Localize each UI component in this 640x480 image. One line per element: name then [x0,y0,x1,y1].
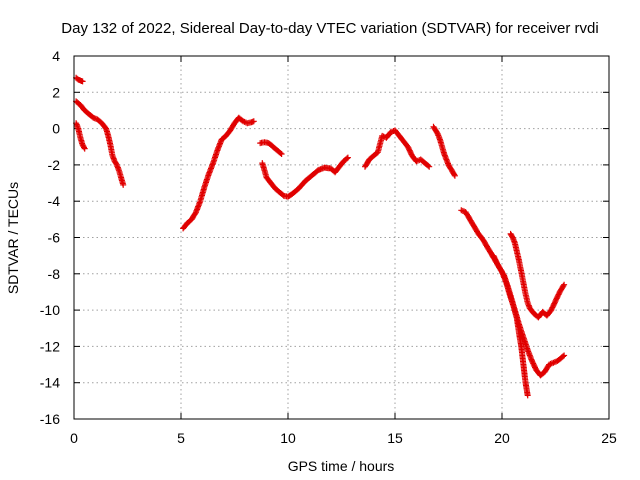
data-segment [257,139,285,157]
x-tick-label: 0 [70,430,78,446]
x-tick-label: 5 [177,430,185,446]
data-point [250,118,257,125]
data-point [278,151,285,157]
y-tick-label: 2 [52,84,60,100]
grid [74,56,609,419]
data-series [73,74,568,399]
x-tick-label: 25 [601,430,617,446]
data-segment [259,154,351,200]
data-point [343,155,350,162]
data-segment [430,123,458,179]
data-point [425,162,432,169]
data-segment [73,74,86,85]
data-point [560,282,567,289]
y-tick-label: -14 [40,375,60,391]
data-point [277,150,284,157]
data-point [561,352,568,359]
data-segment [180,114,257,232]
x-axis-label: GPS time / hours [288,458,395,474]
y-tick-label: -6 [48,230,61,246]
data-point [81,145,88,152]
y-tick-label: -10 [40,302,60,318]
y-tick-label: 0 [52,121,60,137]
data-point [526,352,533,359]
y-tick-label: -2 [48,157,61,173]
plot-frame [73,55,610,420]
data-point [79,78,86,85]
data-segment [73,98,127,188]
x-tick-label: 10 [280,430,296,446]
data-segment [507,230,568,321]
data-point [561,281,568,288]
data-point [90,114,97,121]
data-point [451,172,458,179]
axis-ticks: 0 5 10 15 20 25 -16 -14 -12 -10 -8 -6 -4 -2 0 2 4 [40,48,617,446]
x-tick-label: 20 [494,430,510,446]
data-point [120,181,127,188]
data-point [524,392,531,399]
y-tick-label: -8 [48,266,61,282]
x-tick-label: 15 [387,430,403,446]
data-point [426,163,433,170]
data-segment [73,120,88,152]
data-point [344,154,351,161]
data-point [451,171,458,178]
data-segment [490,252,568,379]
y-tick-label: -4 [48,193,61,209]
y-tick-label: 4 [52,48,60,64]
data-segment [362,127,433,170]
data-segment [458,207,531,399]
data-point [560,353,566,360]
y-axis-label: SDTVAR / TECUs [5,182,21,294]
y-tick-label: -16 [40,411,60,427]
data-point [81,144,87,151]
y-tick-label: -12 [40,338,60,354]
chart-title: Day 132 of 2022, Sidereal Day-to-day VTE… [61,20,598,37]
